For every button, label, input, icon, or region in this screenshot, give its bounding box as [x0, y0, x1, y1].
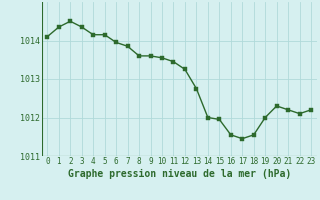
X-axis label: Graphe pression niveau de la mer (hPa): Graphe pression niveau de la mer (hPa) [68, 169, 291, 179]
